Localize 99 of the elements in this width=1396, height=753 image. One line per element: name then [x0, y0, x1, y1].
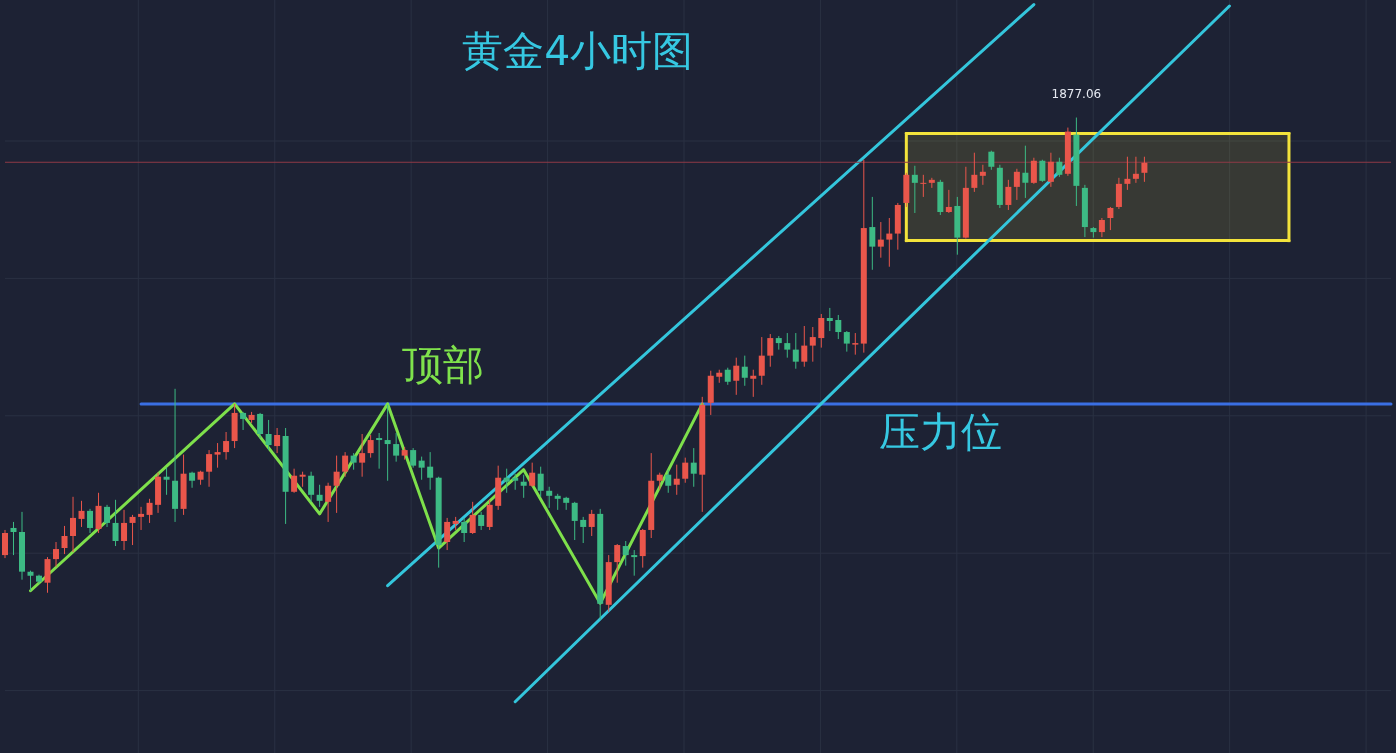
annotation: 顶部 [401, 341, 484, 389]
candlestick [971, 152, 978, 193]
candlestick [486, 499, 493, 531]
candlestick [546, 486, 553, 509]
candlestick [316, 484, 323, 508]
candlestick [826, 307, 833, 332]
candlestick [163, 467, 170, 496]
candlestick [333, 455, 340, 514]
candlestick [478, 511, 485, 531]
candlestick [631, 549, 638, 577]
candlestick [877, 221, 884, 259]
candlestick [852, 332, 859, 356]
candlestick [27, 570, 34, 592]
candlestick [325, 482, 332, 523]
candlestick [95, 492, 102, 534]
candlestick [87, 508, 94, 534]
candlestick [214, 442, 221, 469]
series-label: 压力位 [878, 407, 1002, 456]
candlestick [1115, 177, 1122, 210]
candlestick [1056, 157, 1063, 178]
candlestick [988, 150, 995, 171]
candlestick [1022, 145, 1029, 199]
candlestick [1013, 168, 1020, 201]
candlestick [818, 313, 825, 349]
candlestick [367, 434, 374, 459]
candlestick [257, 412, 264, 439]
candlestick [342, 451, 349, 478]
candlestick [44, 556, 51, 594]
candlestick [427, 451, 434, 491]
candlestick [444, 517, 451, 551]
candlestick [308, 471, 315, 503]
candlestick [410, 447, 417, 469]
candlestick [189, 471, 196, 489]
candlestick [138, 506, 145, 531]
candlestick [1030, 157, 1037, 185]
candlestick [359, 433, 366, 478]
candlestick [223, 431, 230, 461]
candlestick [580, 516, 587, 544]
candlestick [682, 457, 689, 484]
candlestick [146, 498, 153, 524]
candlestick [673, 464, 680, 496]
candlestick [979, 164, 986, 186]
candlestick [393, 432, 400, 463]
candlestick [10, 521, 17, 556]
candlestick [503, 468, 510, 494]
candlestick [112, 499, 119, 547]
candlestick [78, 500, 85, 528]
candlestick [1124, 156, 1131, 191]
candlestick [70, 496, 77, 553]
candlestick [733, 357, 740, 396]
candlestick [622, 540, 629, 567]
candlestick [869, 196, 876, 271]
candlestick [741, 355, 748, 387]
candlestick [690, 447, 697, 488]
candlestick [376, 432, 383, 470]
candlestick [291, 468, 298, 494]
candlestick [1141, 156, 1148, 183]
candlestick [911, 165, 918, 214]
candlestick [835, 314, 842, 340]
candlestick [920, 174, 927, 198]
candlestick [588, 509, 595, 537]
candlestick [129, 514, 136, 546]
chart-title: 黄金4小时图 [462, 27, 694, 75]
candlestick [614, 543, 621, 584]
candlestick [240, 411, 247, 431]
candlestick [767, 333, 774, 368]
candlestick [1098, 217, 1105, 238]
candlestick [53, 541, 60, 568]
candlestick [2, 529, 8, 559]
candlestick [758, 336, 765, 386]
candlestick [1005, 179, 1012, 211]
candlestick [1047, 152, 1054, 188]
candlestick [206, 449, 213, 488]
candlestick [61, 525, 68, 555]
candlestick [274, 427, 281, 454]
candlestick [571, 501, 578, 541]
candlestick [792, 332, 799, 370]
candlestick [886, 217, 893, 268]
candlestick [750, 369, 757, 398]
candlestick [843, 330, 850, 353]
candlestick [121, 509, 128, 551]
candlestick [529, 462, 536, 488]
candlestick [1039, 159, 1046, 183]
candlestick [384, 404, 391, 482]
candlestick [520, 474, 527, 499]
candlestick [1132, 156, 1139, 184]
candlestick [1107, 206, 1114, 231]
candlestick [418, 456, 425, 481]
candlestick [469, 501, 476, 535]
candlestick [784, 332, 791, 359]
annotation: 1877.06 [1051, 86, 1102, 101]
candlestick [801, 325, 808, 368]
candlestick [945, 189, 952, 214]
candlestick [104, 504, 111, 528]
candlestick [537, 466, 544, 498]
candlestick [461, 517, 468, 543]
candlestick [665, 469, 672, 494]
candlestick [809, 326, 816, 363]
candlestick [265, 419, 272, 451]
